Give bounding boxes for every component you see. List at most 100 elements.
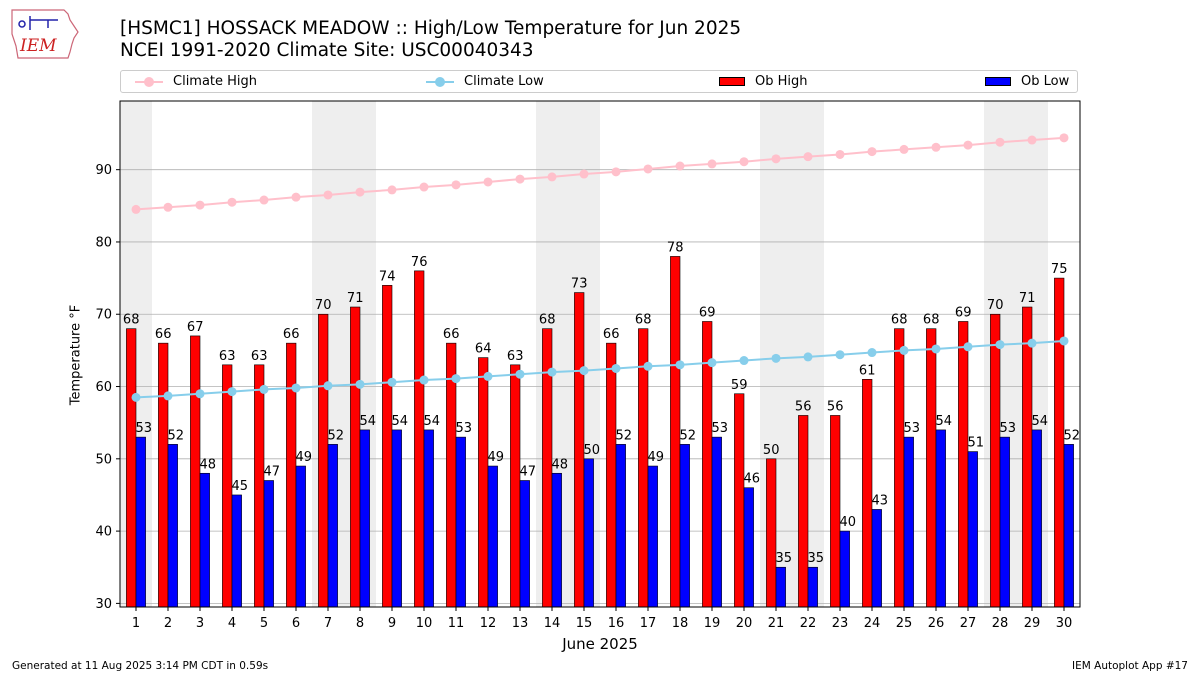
ob-high-label-2: 66 (155, 327, 172, 342)
x-tick-label-1: 1 (132, 616, 140, 631)
iowa-state-outline (11, 9, 79, 59)
x-tick-label-16: 16 (608, 616, 625, 631)
x-tick-label-10: 10 (416, 616, 433, 631)
climate-high-point-28 (995, 137, 1005, 147)
ob-high-label-4: 63 (219, 349, 236, 364)
climate-low-point-17 (643, 361, 653, 371)
app-credit: IEM Autoplot App #17 (1072, 660, 1188, 672)
x-tick-label-18: 18 (672, 616, 689, 631)
generated-timestamp: Generated at 11 Aug 2025 3:14 PM CDT in … (12, 660, 269, 672)
ob-low-label-13: 47 (520, 465, 537, 480)
climate-low-point-18 (675, 360, 685, 370)
climate-low-point-22 (803, 352, 813, 362)
ob-high-label-9: 74 (379, 269, 396, 284)
ob-high-label-14: 68 (539, 313, 556, 328)
climate-low-point-27 (963, 342, 973, 352)
legend-ob-low: Ob Low (985, 71, 1069, 92)
ob-high-bar-20 (734, 393, 745, 608)
x-tick-label-28: 28 (992, 616, 1009, 631)
x-tick-label-30: 30 (1056, 616, 1073, 631)
climate-high-point-6 (291, 192, 301, 202)
plot-frame (119, 100, 1081, 608)
ob-high-label-29: 71 (1019, 291, 1036, 306)
legend-ob-high: Ob High (719, 71, 808, 92)
legend-ob-high-label: Ob High (755, 74, 808, 89)
climate-high-point-17 (643, 164, 653, 174)
ob-low-label-3: 48 (200, 457, 217, 472)
weekend-band-8 (344, 101, 376, 607)
climate-high-point-7 (323, 190, 333, 200)
x-tick-label-19: 19 (704, 616, 721, 631)
legend-climate-low-swatch (426, 76, 454, 87)
ob-low-label-2: 52 (168, 428, 185, 443)
x-tick-label-11: 11 (448, 616, 465, 631)
climate-low-point-24 (867, 348, 877, 358)
chart-subtitle: NCEI 1991-2020 Climate Site: USC00040343 (120, 40, 534, 61)
ob-high-label-18: 78 (667, 240, 684, 255)
ob-low-label-5: 47 (264, 465, 281, 480)
x-tick-label-13: 13 (512, 616, 529, 631)
climate-low-point-12 (483, 371, 493, 381)
climate-low-point-11 (451, 374, 461, 384)
ob-low-bar-24 (871, 509, 882, 608)
ob-high-bar-2 (158, 342, 169, 608)
x-tick-label-14: 14 (544, 616, 561, 631)
climate-high-point-16 (611, 167, 621, 177)
y-tick-label-40: 40 (95, 525, 112, 540)
ob-high-bar-27 (958, 321, 969, 608)
ob-low-label-7: 52 (328, 428, 345, 443)
ob-high-label-23: 56 (827, 399, 844, 414)
x-tick-label-6: 6 (292, 616, 300, 631)
climate-low-point-5 (259, 384, 269, 394)
ob-low-bar-26 (935, 429, 946, 608)
climate-low-point-15 (579, 366, 589, 376)
ob-high-bar-21 (766, 458, 777, 608)
x-tick-label-17: 17 (640, 616, 657, 631)
x-tick-label-25: 25 (896, 616, 913, 631)
ob-high-bar-26 (926, 328, 937, 608)
x-tick-label-23: 23 (832, 616, 849, 631)
ob-low-label-20: 46 (744, 472, 761, 487)
ob-low-label-19: 53 (712, 421, 729, 436)
climate-low-point-20 (739, 356, 749, 366)
climate-low-point-28 (995, 340, 1005, 350)
climate-high-point-29 (1027, 135, 1037, 145)
ob-low-bar-29 (1031, 429, 1042, 608)
x-tick-label-22: 22 (800, 616, 817, 631)
x-tick-label-27: 27 (960, 616, 977, 631)
ob-high-label-10: 76 (411, 255, 428, 270)
weekend-band-29 (1016, 101, 1048, 607)
ob-high-label-26: 68 (923, 313, 940, 328)
logo-text: IEM (19, 36, 57, 56)
ob-low-bar-5 (263, 480, 274, 608)
ob-low-bar-7 (327, 444, 338, 608)
ob-high-bar-15 (574, 292, 585, 608)
weekend-band-21 (760, 101, 792, 607)
ob-high-label-17: 68 (635, 313, 652, 328)
ob-low-bar-15 (583, 458, 594, 608)
climate-high-point-8 (355, 187, 365, 197)
ob-high-bar-4 (222, 364, 233, 608)
climate-low-point-23 (835, 350, 845, 360)
ob-low-bar-27 (967, 451, 978, 608)
x-tick-label-9: 9 (388, 616, 396, 631)
ob-high-bar-6 (286, 342, 297, 608)
climate-high-point-9 (387, 185, 397, 195)
ob-low-label-4: 45 (232, 479, 249, 494)
ob-low-label-24: 43 (872, 493, 889, 508)
y-tick-label-50: 50 (95, 452, 112, 467)
y-tick-label-90: 90 (95, 163, 112, 178)
ob-low-label-14: 48 (552, 457, 569, 472)
ob-low-label-25: 53 (904, 421, 921, 436)
ob-high-bar-7 (318, 313, 329, 608)
x-axis-label: June 2025 (562, 635, 638, 653)
climate-low-point-21 (771, 353, 781, 363)
climate-low-point-9 (387, 377, 397, 387)
x-tick-label-2: 2 (164, 616, 172, 631)
ob-high-bar-17 (638, 328, 649, 608)
legend-ob-low-swatch (985, 77, 1011, 86)
ob-low-label-22: 35 (808, 551, 825, 566)
ob-low-bar-25 (903, 436, 914, 608)
weekend-band-1 (120, 101, 152, 607)
climate-high-point-10 (419, 182, 429, 192)
